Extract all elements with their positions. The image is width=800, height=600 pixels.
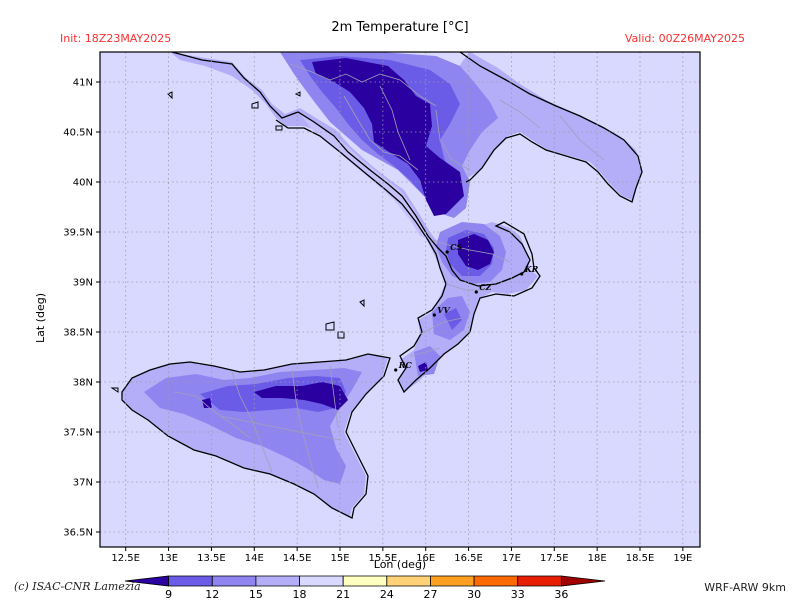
y-tick-label: 41N <box>73 78 93 89</box>
x-tick-label: 13.5E <box>197 553 226 564</box>
x-tick-label: 15.5E <box>369 553 398 564</box>
x-tick-label: 17.5E <box>540 553 569 564</box>
credit-text: (c) ISAC-CNR Lamezia <box>14 580 141 593</box>
coastline-sicily <box>121 353 391 519</box>
colorbar-tick-label: 36 <box>554 588 568 600</box>
colorbar-segment <box>430 575 475 587</box>
x-tick-label: 16.5E <box>454 553 483 564</box>
island-lampedusa-marker <box>294 91 301 97</box>
island-ustica <box>167 91 173 100</box>
colorbar-segment <box>342 575 388 587</box>
colorbar-segment <box>255 575 300 587</box>
colorbar-segment <box>168 575 213 587</box>
colorbar: 9 12 15 18 21 24 27 30 33 36 <box>124 575 606 600</box>
city-label: CZ <box>479 282 492 292</box>
y-tick-label: 38N <box>73 378 93 389</box>
x-tick-label: 14.5E <box>283 553 312 564</box>
x-axis-ticks: 12.5E 13E 13.5E 14E 14.5E 15E 15.5E 16E 16.5E 17E… <box>111 547 692 564</box>
island-stromboli <box>359 299 365 308</box>
admin-borders <box>173 63 605 489</box>
y-tick-label: 40N <box>73 178 93 189</box>
y-tick-label: 37N <box>73 478 93 489</box>
island-egadi <box>110 387 119 393</box>
x-tick-label: 13E <box>159 553 178 564</box>
colorbar-tick-label: 18 <box>293 588 307 600</box>
city-label: RC <box>398 360 413 370</box>
colorbar-tick-label: 9 <box>165 588 172 600</box>
chart-title: 2m Temperature [°C] <box>331 20 469 35</box>
y-axis-ticks: 36.5N 37N 37.5N 38N 38.5N 39N 39.5N 40N 40.5N 41N <box>63 78 100 539</box>
colorbar-segment <box>473 575 519 587</box>
x-tick-label: 15E <box>330 553 349 564</box>
temperature-field <box>100 52 700 547</box>
temp-band-9-12-serre <box>444 308 462 330</box>
city-marker-dot <box>394 368 398 372</box>
colorbar-tick-label: 27 <box>423 588 437 600</box>
y-tick-label: 40.5N <box>63 128 93 139</box>
temp-band-below-9-rc <box>418 362 428 372</box>
temp-band-below-9-sila <box>458 234 494 270</box>
x-tick-label: 16E <box>416 553 435 564</box>
colorbar-segment <box>560 575 606 587</box>
city-marker-dot <box>474 290 478 294</box>
coastline-puglia <box>459 52 643 203</box>
x-tick-label: 14E <box>245 553 264 564</box>
graticule-grid <box>100 52 700 547</box>
island-vulcano <box>337 331 345 339</box>
colorbar-tick-label: 33 <box>511 588 525 600</box>
temp-band-below-9-sicily <box>254 382 348 410</box>
x-tick-label: 18E <box>588 553 607 564</box>
x-tick-label: 17E <box>502 553 521 564</box>
y-tick-label: 37.5N <box>63 428 93 439</box>
colorbar-segment <box>299 575 344 587</box>
island-ischia <box>251 101 259 109</box>
colorbar-tick-label: 12 <box>205 588 219 600</box>
city-label: CS <box>450 242 462 252</box>
city-label: KR <box>524 264 539 274</box>
temp-band-below-9-north <box>312 58 464 216</box>
island-lipari <box>325 321 335 331</box>
colorbar-tick-label: 30 <box>467 588 481 600</box>
puglia-land <box>442 52 642 200</box>
model-label: WRF-ARW 9km <box>704 581 786 594</box>
island-capri <box>275 125 283 131</box>
colorbar-segment <box>517 575 562 587</box>
plot-frame <box>99 51 701 548</box>
init-time-label: Init: 18Z23MAY2025 <box>60 32 172 45</box>
colorbar-tick-label: 15 <box>249 588 263 600</box>
city-marker-dot <box>445 250 449 254</box>
colorbar-tick-label: 24 <box>380 588 394 600</box>
x-axis-label: Lon (deg) <box>374 558 426 571</box>
x-tick-label: 19E <box>673 553 692 564</box>
y-tick-label: 36.5N <box>63 528 93 539</box>
colorbar-tick-label: 21 <box>336 588 350 600</box>
y-tick-label: 39N <box>73 278 93 289</box>
y-axis-label: Lat (deg) <box>34 293 47 343</box>
city-marker-dot <box>432 313 436 317</box>
coastline-mainland <box>171 52 541 394</box>
colorbar-segment <box>386 575 431 587</box>
y-tick-label: 38.5N <box>63 328 93 339</box>
city-label: VV <box>437 305 450 315</box>
colorbar-segment <box>211 575 257 587</box>
valid-time-label: Valid: 00Z26MAY2025 <box>624 32 745 45</box>
city-markers: CS KR CZ VV RC <box>394 242 539 372</box>
x-tick-label: 12.5E <box>111 553 140 564</box>
temp-band-below-9-madonie <box>202 398 212 408</box>
y-tick-label: 39.5N <box>63 228 93 239</box>
x-tick-label: 18.5E <box>626 553 655 564</box>
city-marker-dot <box>520 272 524 276</box>
